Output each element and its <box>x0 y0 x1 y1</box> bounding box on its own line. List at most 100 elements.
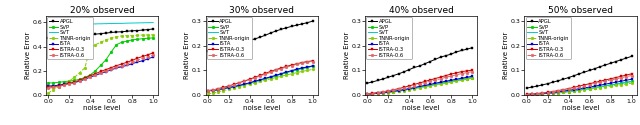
APGL <box>308 20 316 22</box>
APGL <box>102 32 109 34</box>
APGL <box>468 47 476 48</box>
ISTA <box>554 91 562 92</box>
ISTA <box>384 91 392 93</box>
APGL <box>405 69 413 70</box>
APGL <box>272 30 280 32</box>
SVT <box>123 22 131 24</box>
APGL <box>220 46 227 48</box>
TNNR-origin <box>538 93 546 94</box>
SVP <box>442 82 450 83</box>
SVP <box>544 92 552 94</box>
APGL <box>204 50 211 51</box>
SVT <box>384 92 392 93</box>
APGL <box>214 48 222 49</box>
SVP <box>113 44 120 46</box>
ISTA <box>436 82 444 83</box>
SVP <box>405 88 413 90</box>
SVP <box>92 70 99 71</box>
ISTRA-0.3 <box>533 93 541 94</box>
SVT <box>528 94 536 95</box>
Title: 40% observed: 40% observed <box>388 6 454 16</box>
TNNR-origin <box>364 94 371 95</box>
SVP <box>76 78 83 80</box>
Line: SVT: SVT <box>367 78 472 94</box>
TNNR-origin <box>70 77 78 78</box>
ISTRA-0.6 <box>288 65 296 66</box>
ISTRA-0.6 <box>102 70 109 72</box>
ISTRA-0.6 <box>458 73 465 74</box>
APGL <box>92 33 99 35</box>
SVP <box>564 91 572 92</box>
ISTRA-0.3 <box>612 77 620 78</box>
TNNR-origin <box>113 36 120 38</box>
ISTRA-0.3 <box>60 84 68 86</box>
ISTRA-0.6 <box>405 86 413 88</box>
ISTA <box>612 82 620 83</box>
SVT <box>570 90 578 92</box>
ISTRA-0.6 <box>580 85 588 87</box>
APGL <box>554 80 562 82</box>
SVT <box>596 86 604 87</box>
SVP <box>225 87 232 88</box>
ISTRA-0.6 <box>463 72 470 73</box>
TNNR-origin <box>246 83 253 85</box>
SVP <box>277 73 285 75</box>
APGL <box>49 37 57 39</box>
SVP <box>628 81 636 82</box>
Line: SVT: SVT <box>207 66 313 91</box>
ISTA <box>118 66 125 67</box>
APGL <box>225 45 232 46</box>
SVP <box>246 82 253 84</box>
TNNR-origin <box>617 84 625 85</box>
Line: ISTA: ISTA <box>525 78 633 96</box>
ISTRA-0.3 <box>86 75 94 76</box>
SVP <box>364 93 371 95</box>
ISTRA-0.3 <box>395 88 403 89</box>
SVP <box>214 89 222 90</box>
SVT <box>426 85 434 86</box>
APGL <box>410 67 418 68</box>
ISTRA-0.3 <box>44 86 52 88</box>
APGL <box>282 27 290 29</box>
ISTRA-0.6 <box>236 82 243 84</box>
APGL <box>575 73 583 75</box>
TNNR-origin <box>544 93 552 94</box>
ISTRA-0.3 <box>92 73 99 74</box>
ISTRA-0.6 <box>134 60 141 61</box>
SVT <box>118 23 125 24</box>
APGL <box>452 51 460 53</box>
ISTA <box>374 92 381 94</box>
ISTRA-0.3 <box>308 60 316 62</box>
ISTRA-0.6 <box>92 74 99 76</box>
ISTA <box>533 93 541 94</box>
ISTRA-0.3 <box>123 62 131 63</box>
Line: SVP: SVP <box>365 76 474 95</box>
SVT <box>128 22 136 24</box>
ISTRA-0.6 <box>308 61 316 62</box>
ISTRA-0.6 <box>108 68 115 70</box>
ISTRA-0.3 <box>447 73 455 75</box>
SVP <box>267 76 275 78</box>
ISTA <box>528 94 536 95</box>
Line: SVT: SVT <box>527 81 632 95</box>
SVT <box>410 88 418 89</box>
TNNR-origin <box>123 35 131 36</box>
SVP <box>303 67 311 68</box>
APGL <box>369 81 376 83</box>
SVP <box>384 92 392 93</box>
ISTRA-0.3 <box>97 71 104 72</box>
SVP <box>458 79 465 80</box>
SVT <box>204 90 211 91</box>
TNNR-origin <box>144 34 152 36</box>
SVT <box>617 82 625 84</box>
ISTRA-0.6 <box>369 93 376 94</box>
TNNR-origin <box>628 82 636 84</box>
ISTRA-0.6 <box>60 84 68 86</box>
TNNR-origin <box>575 90 583 91</box>
SVT <box>236 85 243 86</box>
ISTRA-0.3 <box>458 71 465 72</box>
SVP <box>559 91 567 93</box>
TNNR-origin <box>369 93 376 95</box>
TNNR-origin <box>596 87 604 88</box>
APGL <box>447 53 455 55</box>
